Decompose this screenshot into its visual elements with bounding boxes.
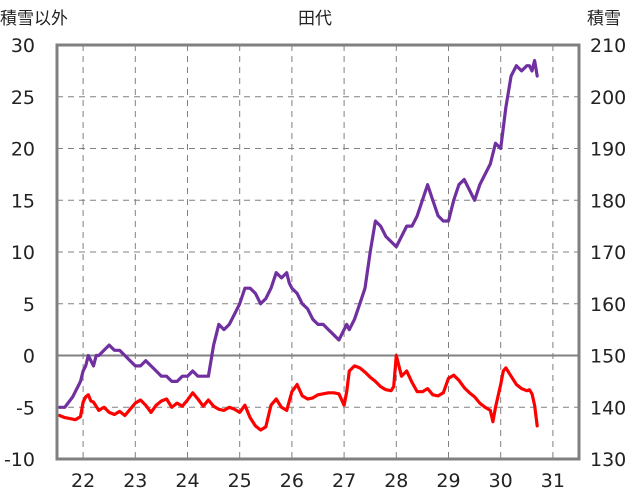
tick-labels: 30 25 20 15 10 5 0 -5 -10 210 200 190 180 170 160 150 14…	[4, 35, 626, 492]
x-tick-label: 28	[384, 470, 408, 492]
x-tick-label: 22	[71, 470, 95, 492]
left-tick-label: -5	[16, 397, 35, 419]
right-tick-label: 170	[590, 242, 626, 264]
left-tick-label: 25	[11, 87, 35, 109]
x-tick-label: 27	[332, 470, 356, 492]
x-tick-label: 23	[123, 470, 147, 492]
snow-depth-line	[57, 58, 539, 409]
left-tick-label: 10	[11, 242, 35, 264]
series-layer	[57, 58, 539, 432]
x-tick-label: 29	[436, 470, 460, 492]
left-tick-label: 30	[11, 35, 35, 57]
x-tick-label: 26	[280, 470, 304, 492]
temperature-line	[57, 353, 539, 432]
right-tick-label: 150	[590, 346, 626, 368]
left-tick-label: 0	[23, 346, 35, 368]
right-tick-label: 200	[590, 87, 626, 109]
plot-border	[55, 43, 581, 461]
left-tick-label: 15	[11, 190, 35, 212]
x-tick-label: 30	[489, 470, 513, 492]
right-tick-label: 160	[590, 294, 626, 316]
x-tick-label: 25	[228, 470, 252, 492]
right-tick-label: 190	[590, 139, 626, 161]
right-axis-label: 積雪	[587, 9, 621, 29]
grid-layer	[57, 45, 579, 459]
right-tick-label: 210	[590, 35, 626, 57]
left-tick-label: -10	[4, 449, 35, 471]
x-tick-label: 24	[175, 470, 199, 492]
right-tick-label: 140	[590, 397, 626, 419]
right-tick-label: 180	[590, 190, 626, 212]
chart-title: 田代	[298, 9, 332, 29]
left-tick-label: 5	[23, 294, 35, 316]
x-tick-label: 31	[541, 470, 565, 492]
right-tick-label: 130	[590, 449, 626, 471]
left-axis-label: 積雪以外	[0, 9, 68, 29]
left-tick-label: 20	[11, 139, 35, 161]
plot-frame	[55, 43, 581, 461]
